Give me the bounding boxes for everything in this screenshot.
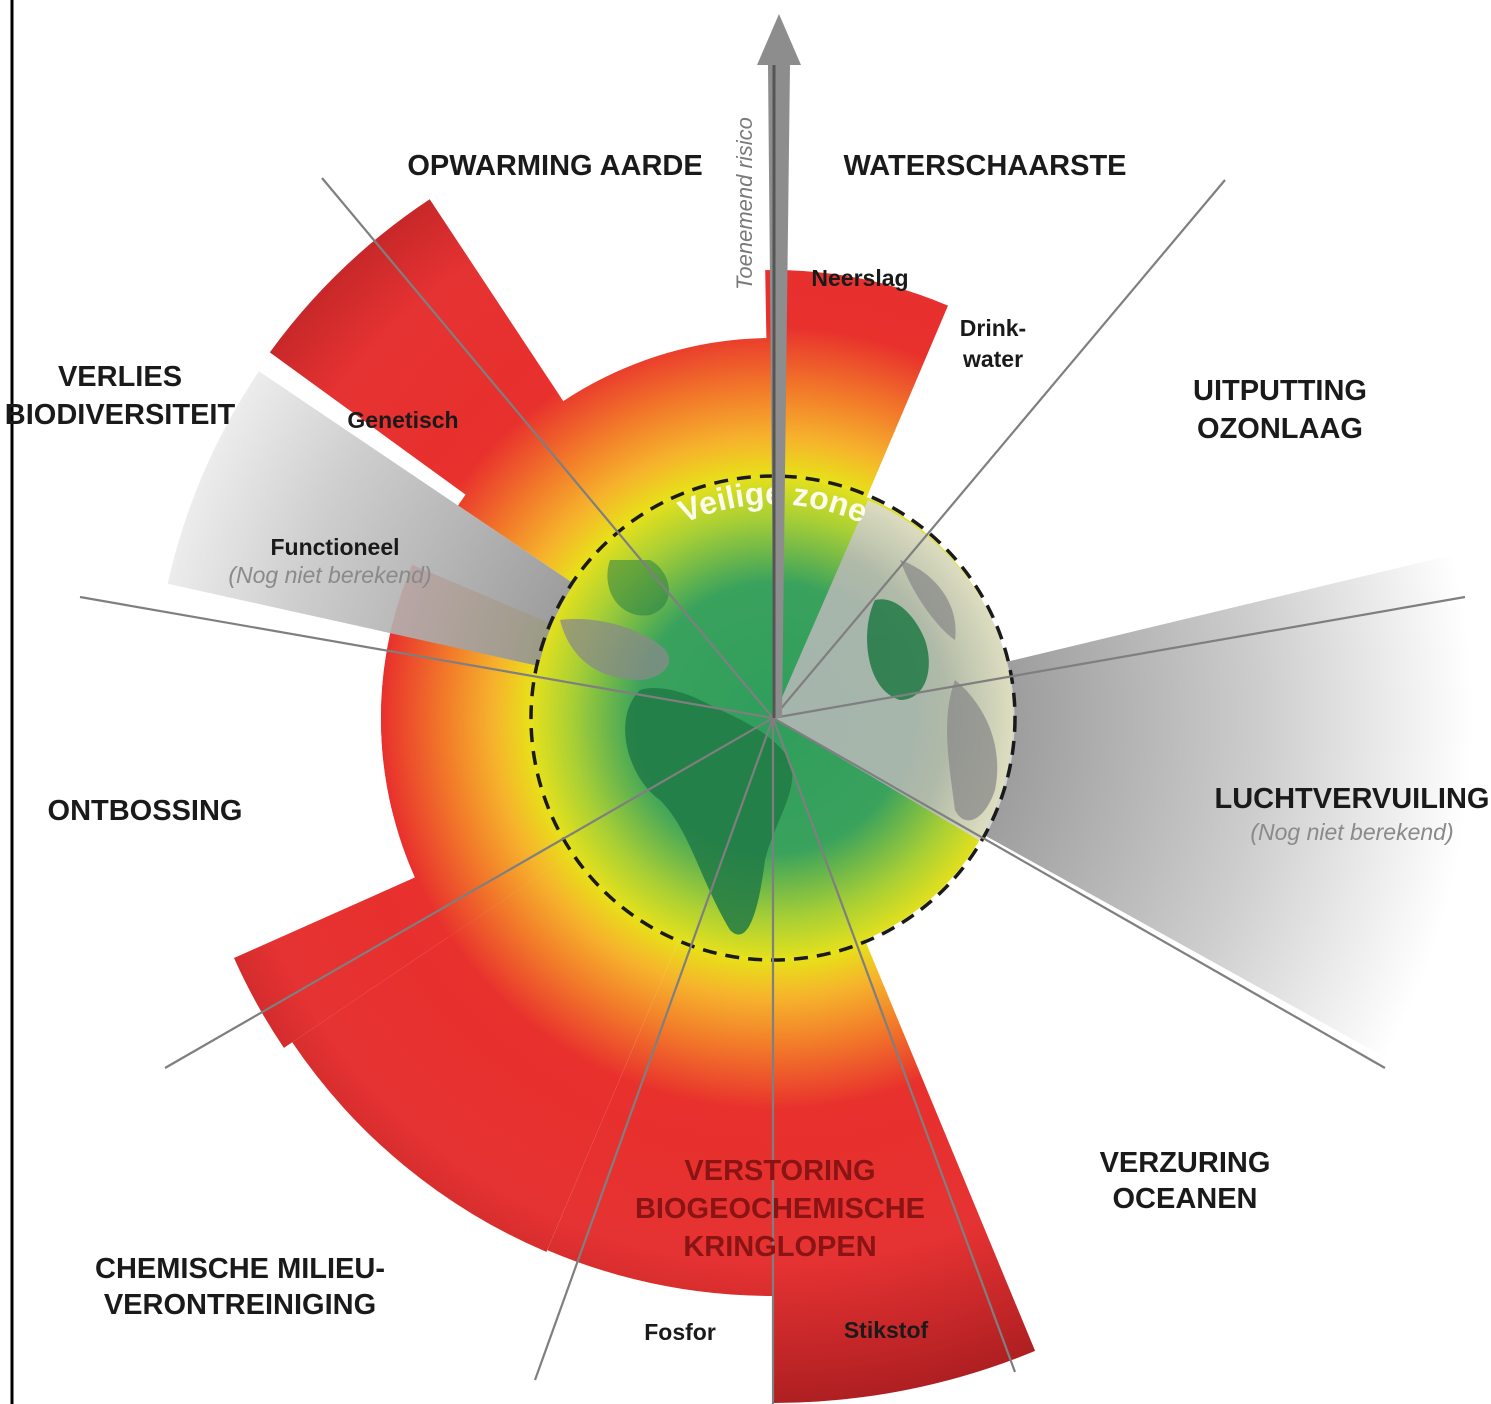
label-deforestation: ONTBOSSING — [48, 795, 243, 827]
label-ocean-line1: VERZURING — [1100, 1147, 1271, 1179]
label-ozone-line1: UITPUTTING — [1193, 375, 1367, 407]
divider-line-8 — [771, 717, 1017, 1373]
label-biogeo-line1: VERSTORING — [684, 1155, 875, 1187]
label-climate-change: OPWARMING AARDE — [407, 150, 702, 182]
divider-line-1 — [321, 177, 774, 719]
label-precipitation: Neerslag — [811, 265, 908, 291]
label-ozone-line2: OZONLAAG — [1197, 413, 1363, 445]
risk-arrow — [757, 14, 801, 718]
divider-line-2 — [772, 179, 1226, 719]
label-biodiversity-line1: VERLIES — [58, 361, 182, 393]
risk-axis-label: Toenemend risico — [732, 117, 757, 290]
label-drinkwater-line2: water — [962, 346, 1023, 372]
label-phosphor: Fosfor — [644, 1319, 716, 1345]
label-biogeo-line3: KRINGLOPEN — [683, 1231, 876, 1263]
label-ocean-line2: OCEANEN — [1112, 1183, 1257, 1215]
label-biodiversity-line2: BIODIVERSITEIT — [5, 399, 236, 431]
divider-line-6 — [164, 717, 774, 1069]
label-nitrogen: Stikstof — [844, 1317, 929, 1343]
label-biogeo-line2: BIOGEOCHEMISCHE — [635, 1193, 925, 1225]
divider-line-7 — [533, 717, 775, 1381]
label-chemical-line2: VERONTREINIGING — [104, 1289, 376, 1321]
label-functional: Functioneel — [270, 534, 399, 560]
label-drinkwater-line1: Drink- — [960, 315, 1026, 341]
divider-line-5 — [772, 717, 1386, 1069]
label-air-not-calculated: (Nog niet berekend) — [1250, 819, 1453, 845]
label-air-pollution: LUCHTVERVUILING — [1215, 783, 1490, 815]
label-functional-not-calculated: (Nog niet berekend) — [228, 562, 431, 588]
divider-line-4 — [79, 595, 774, 720]
label-genetic: Genetisch — [347, 407, 458, 433]
sector-dividers — [79, 177, 1466, 1404]
divider-line-3 — [772, 595, 1466, 720]
label-chemical-line1: CHEMISCHE MILIEU- — [95, 1253, 385, 1285]
label-water-scarcity: WATERSCHAARSTE — [843, 150, 1126, 182]
globe-grey-landmass — [560, 560, 998, 821]
